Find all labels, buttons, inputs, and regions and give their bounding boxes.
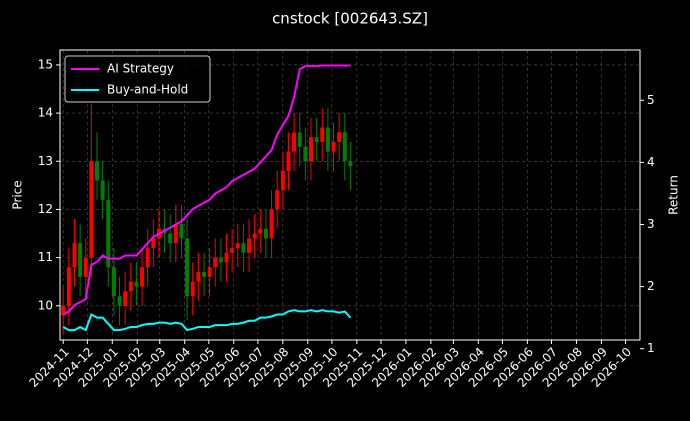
candle-body [207,267,212,277]
y-tick-label: 15 [38,57,53,71]
y-tick-label: 13 [38,154,53,168]
y2-axis-label: Return [667,175,681,215]
candle-body [213,257,218,268]
legend-box [64,55,211,103]
y-axis-label: Price [11,180,25,209]
candle-body [95,161,100,181]
candle-body [111,267,116,297]
candle-body [320,127,325,143]
candle-body [145,247,150,268]
y2-tick-label: 2 [647,279,655,293]
candle-body [140,267,145,287]
candle-body [218,257,223,263]
candle-body [89,161,94,258]
candle-body [235,243,240,248]
candle-body [325,127,330,152]
candle-body [179,223,184,239]
candle-body [134,281,139,287]
candle-body [83,257,88,277]
candle-body [337,132,342,143]
candle-body [61,305,66,316]
candle-body [314,137,319,143]
legend-label: Buy-and-Hold [107,83,188,97]
candle-body [280,170,285,191]
candle-body [66,267,71,306]
candle-body [297,132,302,147]
candle-body [263,228,268,239]
candle-body [196,272,201,282]
candle-body [190,281,195,297]
line-series [62,309,352,332]
candle-body [100,180,105,200]
candle-body [348,161,353,167]
candle-body [230,247,235,253]
candle-body [252,233,257,239]
candle-body [286,151,291,171]
y2-tick-label: 4 [647,155,655,169]
line-series [62,64,351,316]
y-tick-label: 10 [38,298,53,312]
candle-body [303,146,308,162]
candle-body [331,142,336,152]
y-tick-label: 11 [38,250,53,264]
candle-body [185,238,190,297]
y-tick-label: 14 [38,106,53,120]
candle-body [247,238,252,253]
plot-frame [59,49,641,341]
candle-body [308,137,313,162]
candle-body [106,199,111,268]
chart-title: cnstock [002643.SZ] [272,10,428,28]
candle-body [258,228,263,234]
candle-body [173,223,178,244]
candle-body [292,132,297,152]
candle-body [117,296,122,306]
candle-body [128,281,133,292]
candle-body [224,252,229,263]
y2-tick-label: 1 [647,341,655,355]
candle-body [269,209,274,239]
y2-tick-label: 5 [647,93,655,107]
candle-body [72,243,77,268]
candle-body [342,132,347,162]
legend-label: AI Strategy [107,62,174,76]
candle-body [78,243,83,277]
candle-body [201,272,206,277]
y-tick-label: 12 [38,202,53,216]
candle-body [241,243,246,253]
candle-body [275,190,280,210]
candle-body [123,291,128,306]
candle-body [168,233,173,244]
y2-tick-label: 3 [647,217,655,231]
candle-body [151,238,156,248]
